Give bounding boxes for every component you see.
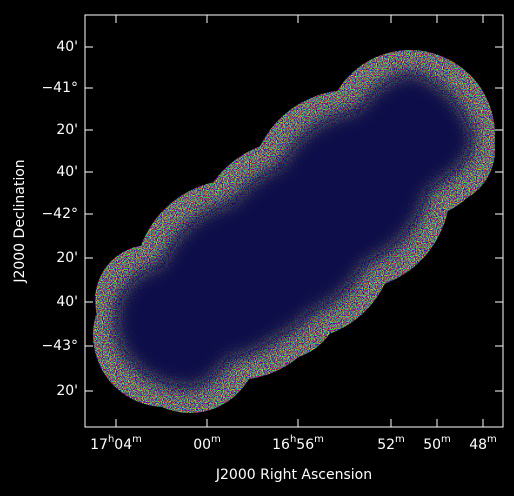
x-tick-label-part: 48 — [469, 437, 487, 453]
x-tick-label-part: m — [314, 434, 324, 445]
x-tick-label-part: m — [395, 434, 405, 445]
sky-image — [93, 50, 495, 413]
x-tick-label-part: 16 — [272, 437, 290, 453]
x-tick-label-part: m — [132, 434, 142, 445]
x-axis-label: J2000 Right Ascension — [215, 467, 372, 483]
x-tick-label-part: 17 — [90, 437, 108, 453]
x-tick-label-part: m — [211, 434, 221, 445]
y-tick-label: 20' — [56, 383, 78, 399]
x-tick-label: 48m — [469, 434, 497, 453]
x-tick-label: 00m — [193, 434, 221, 453]
y-tick-label: −42° — [41, 206, 78, 222]
x-tick-label-part: m — [441, 434, 451, 445]
x-tick-label: 16h56m — [272, 434, 324, 453]
x-tick-label: 52m — [377, 434, 405, 453]
x-tick-label-part: h — [108, 434, 114, 445]
y-tick-label: 40' — [56, 294, 78, 310]
x-tick-label-part: 52 — [377, 437, 395, 453]
plot-frame — [84, 14, 504, 428]
y-tick-label: 40' — [56, 39, 78, 55]
y-tick-label: 20' — [56, 250, 78, 266]
y-axis-label: J2000 Declination — [12, 159, 28, 283]
x-tick-label: 50m — [423, 434, 451, 453]
y-tick-label: 40' — [56, 164, 78, 180]
y-tick-label: −43° — [41, 338, 78, 354]
y-tick-label: 20' — [56, 122, 78, 138]
x-tick-label: 17h04m — [90, 434, 142, 453]
x-tick-label-part: 50 — [423, 437, 441, 453]
y-tick-label: −41° — [41, 80, 78, 96]
x-tick-label-part: 04 — [114, 437, 132, 453]
x-tick-label-part: h — [290, 434, 296, 445]
x-tick-label-part: 00 — [193, 437, 211, 453]
x-tick-label-part: m — [487, 434, 497, 445]
x-tick-label-part: 56 — [296, 437, 314, 453]
